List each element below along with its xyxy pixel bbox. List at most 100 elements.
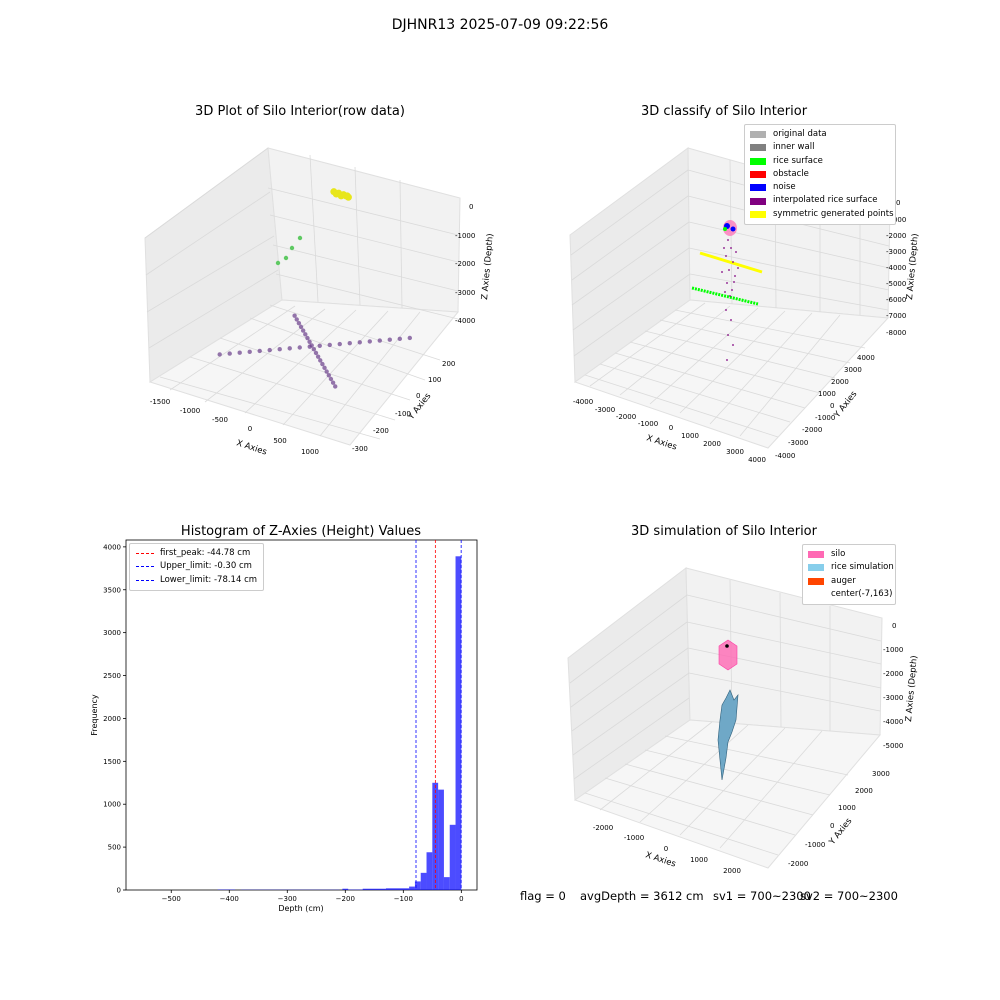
hist-y-ticks: 0 500 1000 1500 2000 2500 3000 3500 4000: [103, 543, 126, 895]
p4-xtick: 0: [664, 845, 668, 853]
p1-ytick: -300: [352, 445, 368, 453]
p2-ytick: -4000: [775, 452, 795, 460]
p2-xtick: -4000: [573, 398, 593, 406]
hist-frame: [125, 539, 478, 891]
p2-ztick: -1000: [886, 216, 906, 224]
swatch-icon: [750, 184, 766, 192]
interpolated-point: [726, 359, 728, 361]
swatch-icon: [750, 171, 766, 179]
p2-ztick: 0: [896, 199, 900, 207]
hist-bar: [342, 888, 349, 890]
p4-ztick: -5000: [883, 742, 903, 750]
panel4-silo: [718, 639, 738, 671]
interpolated-point: [725, 309, 727, 311]
interpolated-point: [728, 269, 730, 271]
hist-ytick-label: 500: [108, 844, 121, 852]
swatch-icon: [750, 210, 766, 218]
p4-xtick: 2000: [723, 867, 741, 875]
legend-item-center: center(-7,163): [808, 588, 893, 601]
p4-ytick: 0: [830, 822, 834, 830]
swatch-icon: [750, 157, 766, 165]
dashed-line-icon: [136, 579, 154, 581]
interpolated-point: [732, 261, 734, 263]
interpolated-point: [725, 255, 727, 257]
panel2-interpolated-points: [721, 239, 739, 361]
p2-ytick: -2000: [802, 426, 822, 434]
swatch-icon: [808, 577, 824, 585]
floor-point: [377, 338, 382, 343]
panel3-title: Histogram of Z-Axies (Height) Values: [180, 524, 422, 539]
panel1-box: [144, 147, 461, 446]
p4-ytick: 2000: [855, 787, 873, 795]
p1-xtick: -1500: [150, 398, 170, 406]
floor-point: [317, 343, 322, 348]
legend-item-original-data: original data: [750, 128, 890, 141]
legend-label: interpolated rice surface: [773, 195, 878, 206]
legend-item-obstacle: obstacle: [750, 168, 890, 181]
p2-ztick: -5000: [886, 280, 906, 288]
floor-point: [320, 361, 325, 367]
legend-item-noise: noise: [750, 181, 890, 194]
interpolated-point: [734, 275, 736, 277]
floor-point: [397, 336, 403, 342]
legend-label: center(-7,163): [831, 588, 893, 599]
p4-ztick: -2000: [883, 670, 903, 678]
figure-title: DJHNR13 2025-07-09 09:22:56: [391, 17, 609, 33]
p2-ztick: -7000: [886, 312, 906, 320]
legend-item-first-peak: first_peak: -44.78 cm: [136, 547, 257, 560]
legend-item-interpolated: interpolated rice surface: [750, 194, 890, 207]
floor-point: [407, 335, 413, 341]
interpolated-point: [732, 344, 734, 346]
p2-ytick: -3000: [788, 439, 808, 447]
panel4-ylabel: Y Axies: [827, 816, 855, 848]
p1-ytick: -100: [395, 410, 411, 418]
swatch-icon: [808, 591, 824, 598]
panel2-title: 3D classify of Silo Interior: [640, 104, 808, 119]
panel1-yellow-cluster: [330, 188, 352, 201]
interpolated-point: [735, 251, 737, 253]
panel3-legend: first_peak: -44.78 cm Upper_limit: -0.30…: [129, 543, 265, 591]
p2-rice-cluster: [723, 227, 727, 231]
p1-xtick: 1000: [301, 448, 319, 456]
p2-xtick: -2000: [616, 413, 636, 421]
p2-xtick: -1000: [638, 420, 658, 428]
interpolated-point: [724, 291, 726, 293]
surface-point: [344, 193, 352, 201]
swatch-icon: [750, 131, 766, 139]
panel4-x-ticks: -2000 -1000 0 1000 2000: [593, 824, 741, 875]
rice-simulation-surface: [717, 689, 739, 781]
panel4-legend: silo rice simulation auger center(-7,163…: [802, 544, 896, 606]
p1-xtick: -1000: [180, 407, 200, 415]
hist-ytick-label: 0: [117, 887, 121, 895]
interpolated-point: [731, 289, 733, 291]
legend-label: rice simulation: [831, 562, 894, 573]
p4-ztick: -3000: [883, 694, 903, 702]
p1-xtick: -500: [212, 416, 228, 424]
panel2-z-ticks: 0 -1000 -2000 -3000 -4000 -5000 -6000 -7…: [886, 199, 906, 337]
hist-ytick-label: 3000: [103, 629, 121, 637]
legend-item-silo: silo: [808, 548, 890, 561]
floor-point: [227, 351, 232, 356]
hist-bar: [455, 556, 462, 890]
p1-xtick: 500: [273, 437, 286, 445]
p2-ytick: 2000: [831, 378, 849, 386]
p2-noise-cluster: [730, 226, 736, 232]
p4-ytick: 1000: [838, 804, 856, 812]
floor-point: [311, 347, 317, 352]
hist-ytick-label: 1000: [103, 801, 121, 809]
floor-point: [309, 343, 314, 348]
interpolated-point: [730, 319, 732, 321]
floor-point: [303, 332, 308, 337]
panel1-x-ticks: -1500 -1000 -500 0 500 1000: [150, 398, 319, 456]
floor-point: [247, 349, 252, 355]
hist-x-ticks: −500 −400 −300 −200 −100 0: [162, 890, 464, 903]
floor-point: [305, 335, 310, 341]
p4-ytick: -2000: [788, 860, 808, 868]
hist-ytick-label: 2500: [103, 672, 121, 680]
floor-point: [324, 369, 329, 374]
interpolated-point: [723, 247, 725, 249]
legend-label: auger: [831, 575, 856, 586]
interpolated-point: [727, 334, 729, 336]
floor-point: [322, 365, 327, 371]
legend-label: noise: [773, 182, 796, 193]
